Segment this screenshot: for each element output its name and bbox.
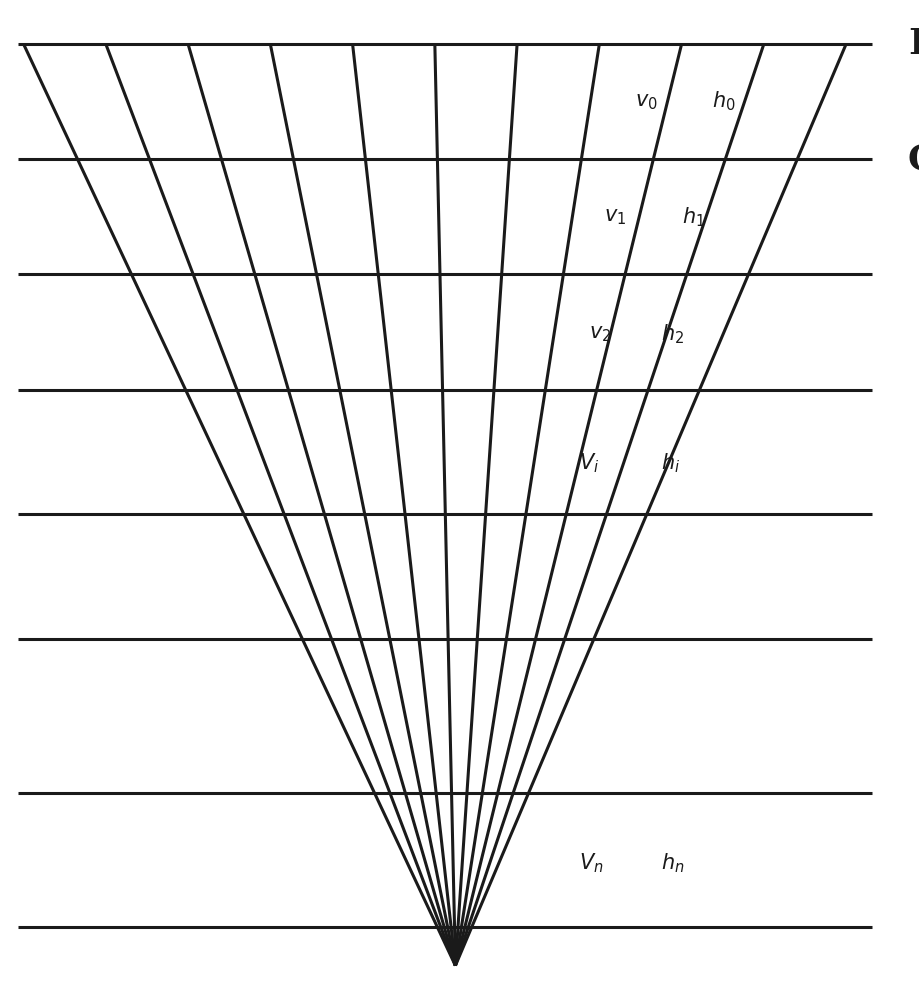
Text: $h_1$: $h_1$ <box>681 205 704 229</box>
Text: $v_2$: $v_2$ <box>588 324 610 344</box>
Text: $h_n$: $h_n$ <box>661 851 684 875</box>
Text: $V_i$: $V_i$ <box>578 452 598 475</box>
Text: $h_2$: $h_2$ <box>661 322 684 346</box>
Text: $v_0$: $v_0$ <box>635 92 657 112</box>
Text: G: G <box>907 142 919 176</box>
Text: P: P <box>907 27 919 61</box>
Text: $v_1$: $v_1$ <box>604 207 626 227</box>
Text: $V_n$: $V_n$ <box>578 851 603 875</box>
Text: $h_i$: $h_i$ <box>661 452 679 475</box>
Text: $h_0$: $h_0$ <box>711 90 735 113</box>
